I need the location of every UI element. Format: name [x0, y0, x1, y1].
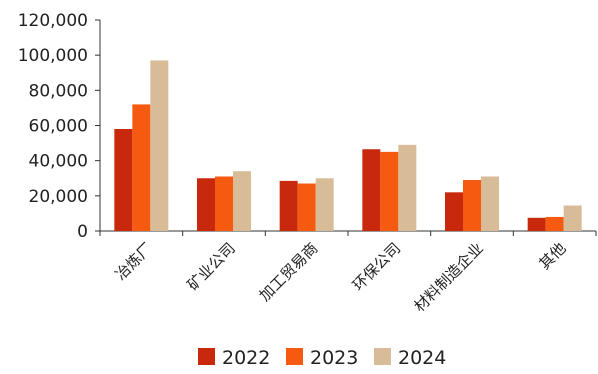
legend-swatch-2023: [286, 348, 303, 365]
legend: 2022 2023 2024: [198, 347, 446, 369]
bar-2023: [380, 151, 399, 231]
x-category-label: 矿业公司: [184, 239, 239, 294]
x-category-label: 其他: [536, 239, 570, 273]
y-tick-label: 60,000: [29, 117, 88, 137]
y-tick-label: 100,000: [18, 46, 88, 66]
bar-2024: [398, 144, 417, 231]
bar-2022: [527, 217, 546, 231]
bar-2024: [315, 178, 334, 231]
legend-swatch-2024: [374, 348, 391, 365]
y-tick-label: 80,000: [29, 81, 88, 101]
bar-2024: [150, 60, 169, 231]
y-tick-label: 120,000: [18, 11, 88, 31]
bar-2022: [114, 129, 133, 231]
bar-2023: [215, 176, 233, 231]
x-category-label: 冶炼厂: [112, 239, 157, 284]
x-category-label: 环保公司: [349, 239, 404, 294]
bar-2023: [297, 183, 316, 231]
bar-2022: [362, 149, 381, 231]
bar-2023: [545, 216, 564, 231]
bar-2024: [233, 171, 251, 231]
bar-2023: [463, 180, 481, 231]
x-category-label: 材料制造企业: [410, 239, 486, 315]
legend-label-2023: 2023: [310, 347, 358, 369]
axes: [95, 19, 597, 236]
y-tick-label: 40,000: [29, 152, 88, 172]
legend-label-2022: 2022: [222, 347, 270, 369]
bar-2022: [279, 180, 298, 231]
y-tick-label: 20,000: [29, 187, 88, 207]
legend-label-2024: 2024: [398, 347, 446, 369]
legend-swatch-2022: [198, 348, 215, 365]
bar-2023: [132, 104, 151, 231]
bar-2022: [197, 178, 215, 231]
bar-2022: [445, 192, 463, 231]
bar-2024: [563, 205, 582, 231]
y-tick-label: 0: [77, 222, 88, 242]
bar-2024: [481, 176, 499, 231]
x-category-label: 加工贸易商: [256, 239, 322, 305]
bars: [114, 60, 582, 231]
